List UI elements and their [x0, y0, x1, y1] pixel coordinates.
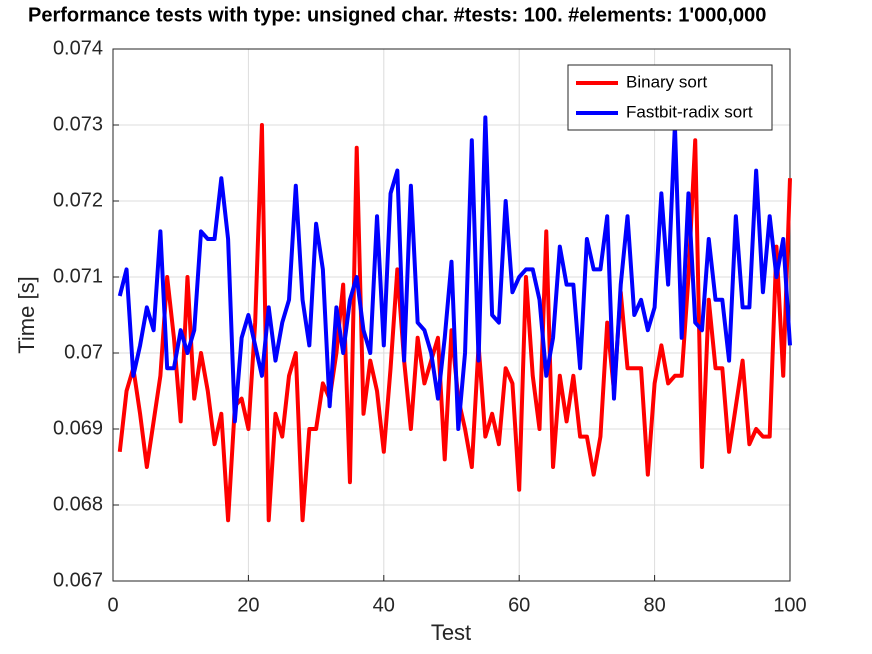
- y-tick-label: 0.07: [64, 341, 103, 363]
- y-tick-label: 0.073: [53, 113, 103, 135]
- x-axis-label: Test: [431, 620, 471, 645]
- y-axis-label: Time [s]: [14, 276, 39, 353]
- legend-label: Fastbit-radix sort: [626, 102, 753, 121]
- y-tick-label: 0.074: [53, 37, 103, 59]
- x-tick-label: 0: [107, 594, 118, 616]
- y-tick-label: 0.071: [53, 265, 103, 287]
- x-tick-label: 40: [373, 594, 395, 616]
- y-tick-label: 0.072: [53, 189, 103, 211]
- y-tick-label: 0.067: [53, 569, 103, 591]
- chart-title: Performance tests with type: unsigned ch…: [28, 4, 766, 26]
- x-tick-label: 20: [237, 594, 259, 616]
- legend-box: [567, 64, 773, 131]
- x-tick-label: 60: [508, 594, 530, 616]
- legend-label: Binary sort: [626, 72, 708, 91]
- y-tick-label: 0.069: [53, 417, 103, 439]
- x-tick-label: 80: [643, 594, 665, 616]
- y-tick-label: 0.068: [53, 493, 103, 515]
- x-tick-label: 100: [773, 594, 806, 616]
- line: [117, 115, 792, 431]
